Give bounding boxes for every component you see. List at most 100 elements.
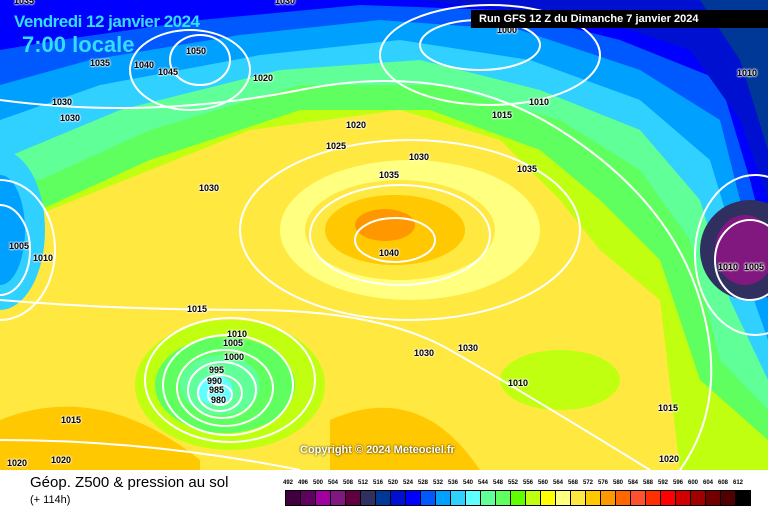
legend-swatch bbox=[646, 491, 661, 505]
legend-swatch bbox=[436, 491, 451, 505]
legend-swatch bbox=[586, 491, 601, 505]
legend-tick: 544 bbox=[478, 480, 489, 486]
legend-swatch bbox=[421, 491, 436, 505]
legend-swatch bbox=[526, 491, 541, 505]
legend-tick: 512 bbox=[358, 480, 369, 486]
legend-swatch bbox=[736, 491, 750, 505]
legend-tick: 540 bbox=[463, 480, 474, 486]
copyright: Copyright © 2024 Meteociel.fr bbox=[300, 444, 455, 456]
legend-tick: 492 bbox=[283, 480, 294, 486]
legend-swatch bbox=[631, 491, 646, 505]
isobar-label: 1030 bbox=[414, 348, 435, 358]
legend-tick: 516 bbox=[373, 480, 384, 486]
legend-swatch bbox=[661, 491, 676, 505]
isobar-label: 1040 bbox=[379, 248, 400, 258]
isobar-label: 1020 bbox=[51, 455, 72, 465]
isobar-label: 1035 bbox=[379, 170, 400, 180]
isobar-label: 1015 bbox=[187, 304, 208, 314]
isobar-label: 1020 bbox=[7, 458, 28, 468]
isobar-label: 1020 bbox=[659, 454, 680, 464]
legend-tick: 572 bbox=[583, 480, 594, 486]
legend-tick: 508 bbox=[343, 480, 354, 486]
legend-tick: 568 bbox=[568, 480, 579, 486]
legend-tick: 576 bbox=[598, 480, 609, 486]
legend-tick: 600 bbox=[688, 480, 699, 486]
legend-tick: 524 bbox=[403, 480, 414, 486]
legend-swatch bbox=[616, 491, 631, 505]
legend-swatch bbox=[376, 491, 391, 505]
isobar-label: 1030 bbox=[458, 343, 479, 353]
legend-tick: 504 bbox=[328, 480, 339, 486]
legend-tick: 548 bbox=[493, 480, 504, 486]
legend-tick: 584 bbox=[628, 480, 639, 486]
isobar-label: 1010 bbox=[737, 68, 758, 78]
legend-tick: 580 bbox=[613, 480, 624, 486]
legend-tick: 528 bbox=[418, 480, 429, 486]
legend-swatch bbox=[301, 491, 316, 505]
legend-swatch bbox=[466, 491, 481, 505]
isobar-label: 1010 bbox=[33, 253, 54, 263]
isobar-label: 1020 bbox=[253, 73, 274, 83]
legend-swatch bbox=[541, 491, 556, 505]
isobar-label: 1005 bbox=[223, 338, 244, 348]
isobar-label: 1010 bbox=[718, 262, 739, 272]
legend-tick: 588 bbox=[643, 480, 654, 486]
isobar-label: 1030 bbox=[409, 152, 430, 162]
legend-tick: 612 bbox=[733, 480, 744, 486]
legend-swatch bbox=[556, 491, 571, 505]
legend-ticks: 492 496 500 504 508 512 516 520 524 528 532 536 540 5… bbox=[283, 480, 748, 486]
isobar-label: 1005 bbox=[744, 262, 765, 272]
legend-swatch bbox=[601, 491, 616, 505]
isobar-label: 1015 bbox=[658, 403, 679, 413]
legend-swatch bbox=[511, 491, 526, 505]
legend-swatch bbox=[406, 491, 421, 505]
isobar-label: 1000 bbox=[224, 352, 245, 362]
legend-swatch bbox=[286, 491, 301, 505]
isobar-label: 1035 bbox=[14, 0, 35, 6]
legend-tick: 608 bbox=[718, 480, 729, 486]
color-legend bbox=[285, 490, 751, 506]
legend-swatch bbox=[481, 491, 496, 505]
isobar-label: 980 bbox=[211, 395, 227, 405]
isobar-label: 1035 bbox=[517, 164, 538, 174]
footer: Géop. Z500 & pression au sol (+ 114h) 49… bbox=[0, 470, 768, 512]
legend-tick: 552 bbox=[508, 480, 519, 486]
isobar-label: 1015 bbox=[492, 110, 513, 120]
isobar-label: 985 bbox=[209, 385, 225, 395]
isobar-label: 1050 bbox=[186, 46, 207, 56]
isobar-label: 1005 bbox=[9, 241, 30, 251]
legend-tick: 560 bbox=[538, 480, 549, 486]
isobar-label: 1035 bbox=[90, 58, 111, 68]
legend-tick: 520 bbox=[388, 480, 399, 486]
legend-tick: 564 bbox=[553, 480, 564, 486]
legend-tick: 536 bbox=[448, 480, 459, 486]
isobar-label: 1000 bbox=[497, 25, 518, 35]
weather-map: 1035 1030 1050 1035 1040 1045 1020 1030 1030 1000… bbox=[0, 0, 768, 470]
forecast-date: Vendredi 12 janvier 2024 bbox=[14, 12, 200, 31]
isobar-label: 1030 bbox=[199, 183, 220, 193]
geopotential-field bbox=[0, 0, 768, 470]
isobar-label: 1025 bbox=[326, 141, 347, 151]
legend-tick: 532 bbox=[433, 480, 444, 486]
legend-swatch bbox=[691, 491, 706, 505]
legend-swatch bbox=[706, 491, 721, 505]
isobar-label: 1030 bbox=[275, 0, 296, 6]
legend-swatch bbox=[451, 491, 466, 505]
run-info: Run GFS 12 Z du Dimanche 7 janvier 2024 bbox=[471, 10, 768, 28]
legend-swatch bbox=[331, 491, 346, 505]
legend-tick: 604 bbox=[703, 480, 714, 486]
isobar-label: 1010 bbox=[227, 329, 248, 339]
isobar-label: 1040 bbox=[134, 60, 155, 70]
legend-swatch bbox=[496, 491, 511, 505]
isobar-label: 1030 bbox=[60, 113, 81, 123]
legend-swatch bbox=[721, 491, 736, 505]
isobar-label: 1020 bbox=[346, 120, 367, 130]
legend-swatch bbox=[676, 491, 691, 505]
isobar-label: 990 bbox=[207, 376, 223, 386]
legend-swatch bbox=[316, 491, 331, 505]
legend-swatch bbox=[571, 491, 586, 505]
map-title: Géop. Z500 & pression au sol bbox=[30, 474, 229, 491]
forecast-time: 7:00 locale bbox=[22, 32, 135, 57]
isobar-label: 1015 bbox=[61, 415, 82, 425]
isobar-label: 995 bbox=[209, 365, 225, 375]
